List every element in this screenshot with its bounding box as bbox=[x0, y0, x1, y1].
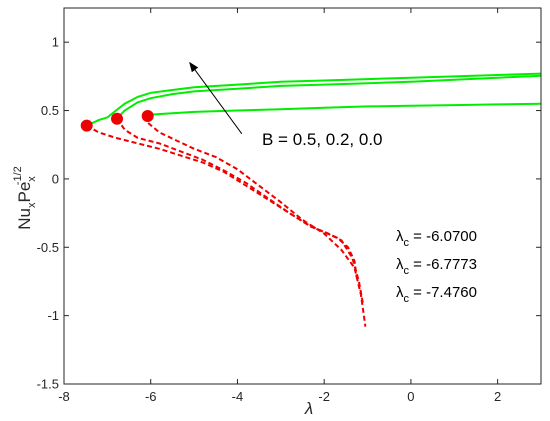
lambda-subscript: c bbox=[404, 237, 410, 249]
lambda-c-value: = -6.0700 bbox=[409, 228, 477, 245]
lower-branch-line-2 bbox=[116, 118, 365, 305]
x-tick-label: -4 bbox=[232, 389, 244, 404]
upper-branch-line-3 bbox=[86, 72, 541, 127]
lambda-c-value: = -7.4760 bbox=[409, 284, 477, 301]
critical-point-marker bbox=[111, 112, 124, 125]
y-axis-label-sub2: x bbox=[26, 176, 38, 182]
critical-point-marker bbox=[141, 110, 154, 123]
arrow-label: B = 0.5, 0.2, 0.0 bbox=[262, 130, 383, 149]
critical-point-marker bbox=[80, 119, 93, 132]
arrow-annotation bbox=[189, 61, 243, 135]
lambda-subscript: c bbox=[404, 293, 410, 305]
x-axis-label: λ bbox=[304, 399, 313, 418]
y-tick-label: -1.5 bbox=[37, 377, 59, 392]
upper-branch-line-2 bbox=[116, 74, 541, 120]
y-axis-label-nu: Nu bbox=[15, 208, 34, 230]
x-tick-label: 0 bbox=[407, 389, 414, 404]
upper-branch-line-1 bbox=[147, 102, 541, 117]
y-axis-label: NuxPex-1/2 bbox=[12, 166, 38, 230]
lambda-subscript: c bbox=[404, 265, 410, 277]
lambda-c-entry: λc = -7.4760 bbox=[396, 284, 477, 305]
y-axis-label-sup: -1/2 bbox=[12, 166, 24, 185]
lambda-c-value: = -6.7773 bbox=[409, 256, 477, 273]
lambda-c-entry: λc = -6.7773 bbox=[396, 256, 477, 277]
y-axis-label-pe: Pe bbox=[15, 182, 34, 203]
critical-point-markers bbox=[80, 110, 154, 132]
x-tick-label: -8 bbox=[58, 389, 70, 404]
lambda-symbol: λ bbox=[396, 256, 404, 273]
y-tick-label: 1 bbox=[52, 35, 59, 50]
x-tick-label: -2 bbox=[318, 389, 330, 404]
lambda-symbol: λ bbox=[396, 228, 404, 245]
series-layer bbox=[86, 72, 541, 327]
x-tick-label: -6 bbox=[145, 389, 157, 404]
lower-branch-line-3 bbox=[86, 124, 358, 278]
y-tick-label: 0 bbox=[52, 171, 59, 186]
x-tick-label: 2 bbox=[494, 389, 501, 404]
y-tick-label: 0.5 bbox=[41, 103, 59, 118]
lambda-symbol: λ bbox=[396, 284, 404, 301]
y-tick-label: -0.5 bbox=[37, 240, 59, 255]
y-axis-label-sub1: x bbox=[26, 202, 38, 208]
tick-layer: -8 -6 -4 -2 0 2 -1.5 -1 -0.5 0 0.5 1 bbox=[37, 8, 541, 404]
axes-box bbox=[63, 7, 542, 385]
lambda-c-entry: λc = -6.0700 bbox=[396, 228, 477, 249]
lower-branch-line-1 bbox=[145, 115, 367, 327]
y-tick-label: -1 bbox=[47, 308, 59, 323]
